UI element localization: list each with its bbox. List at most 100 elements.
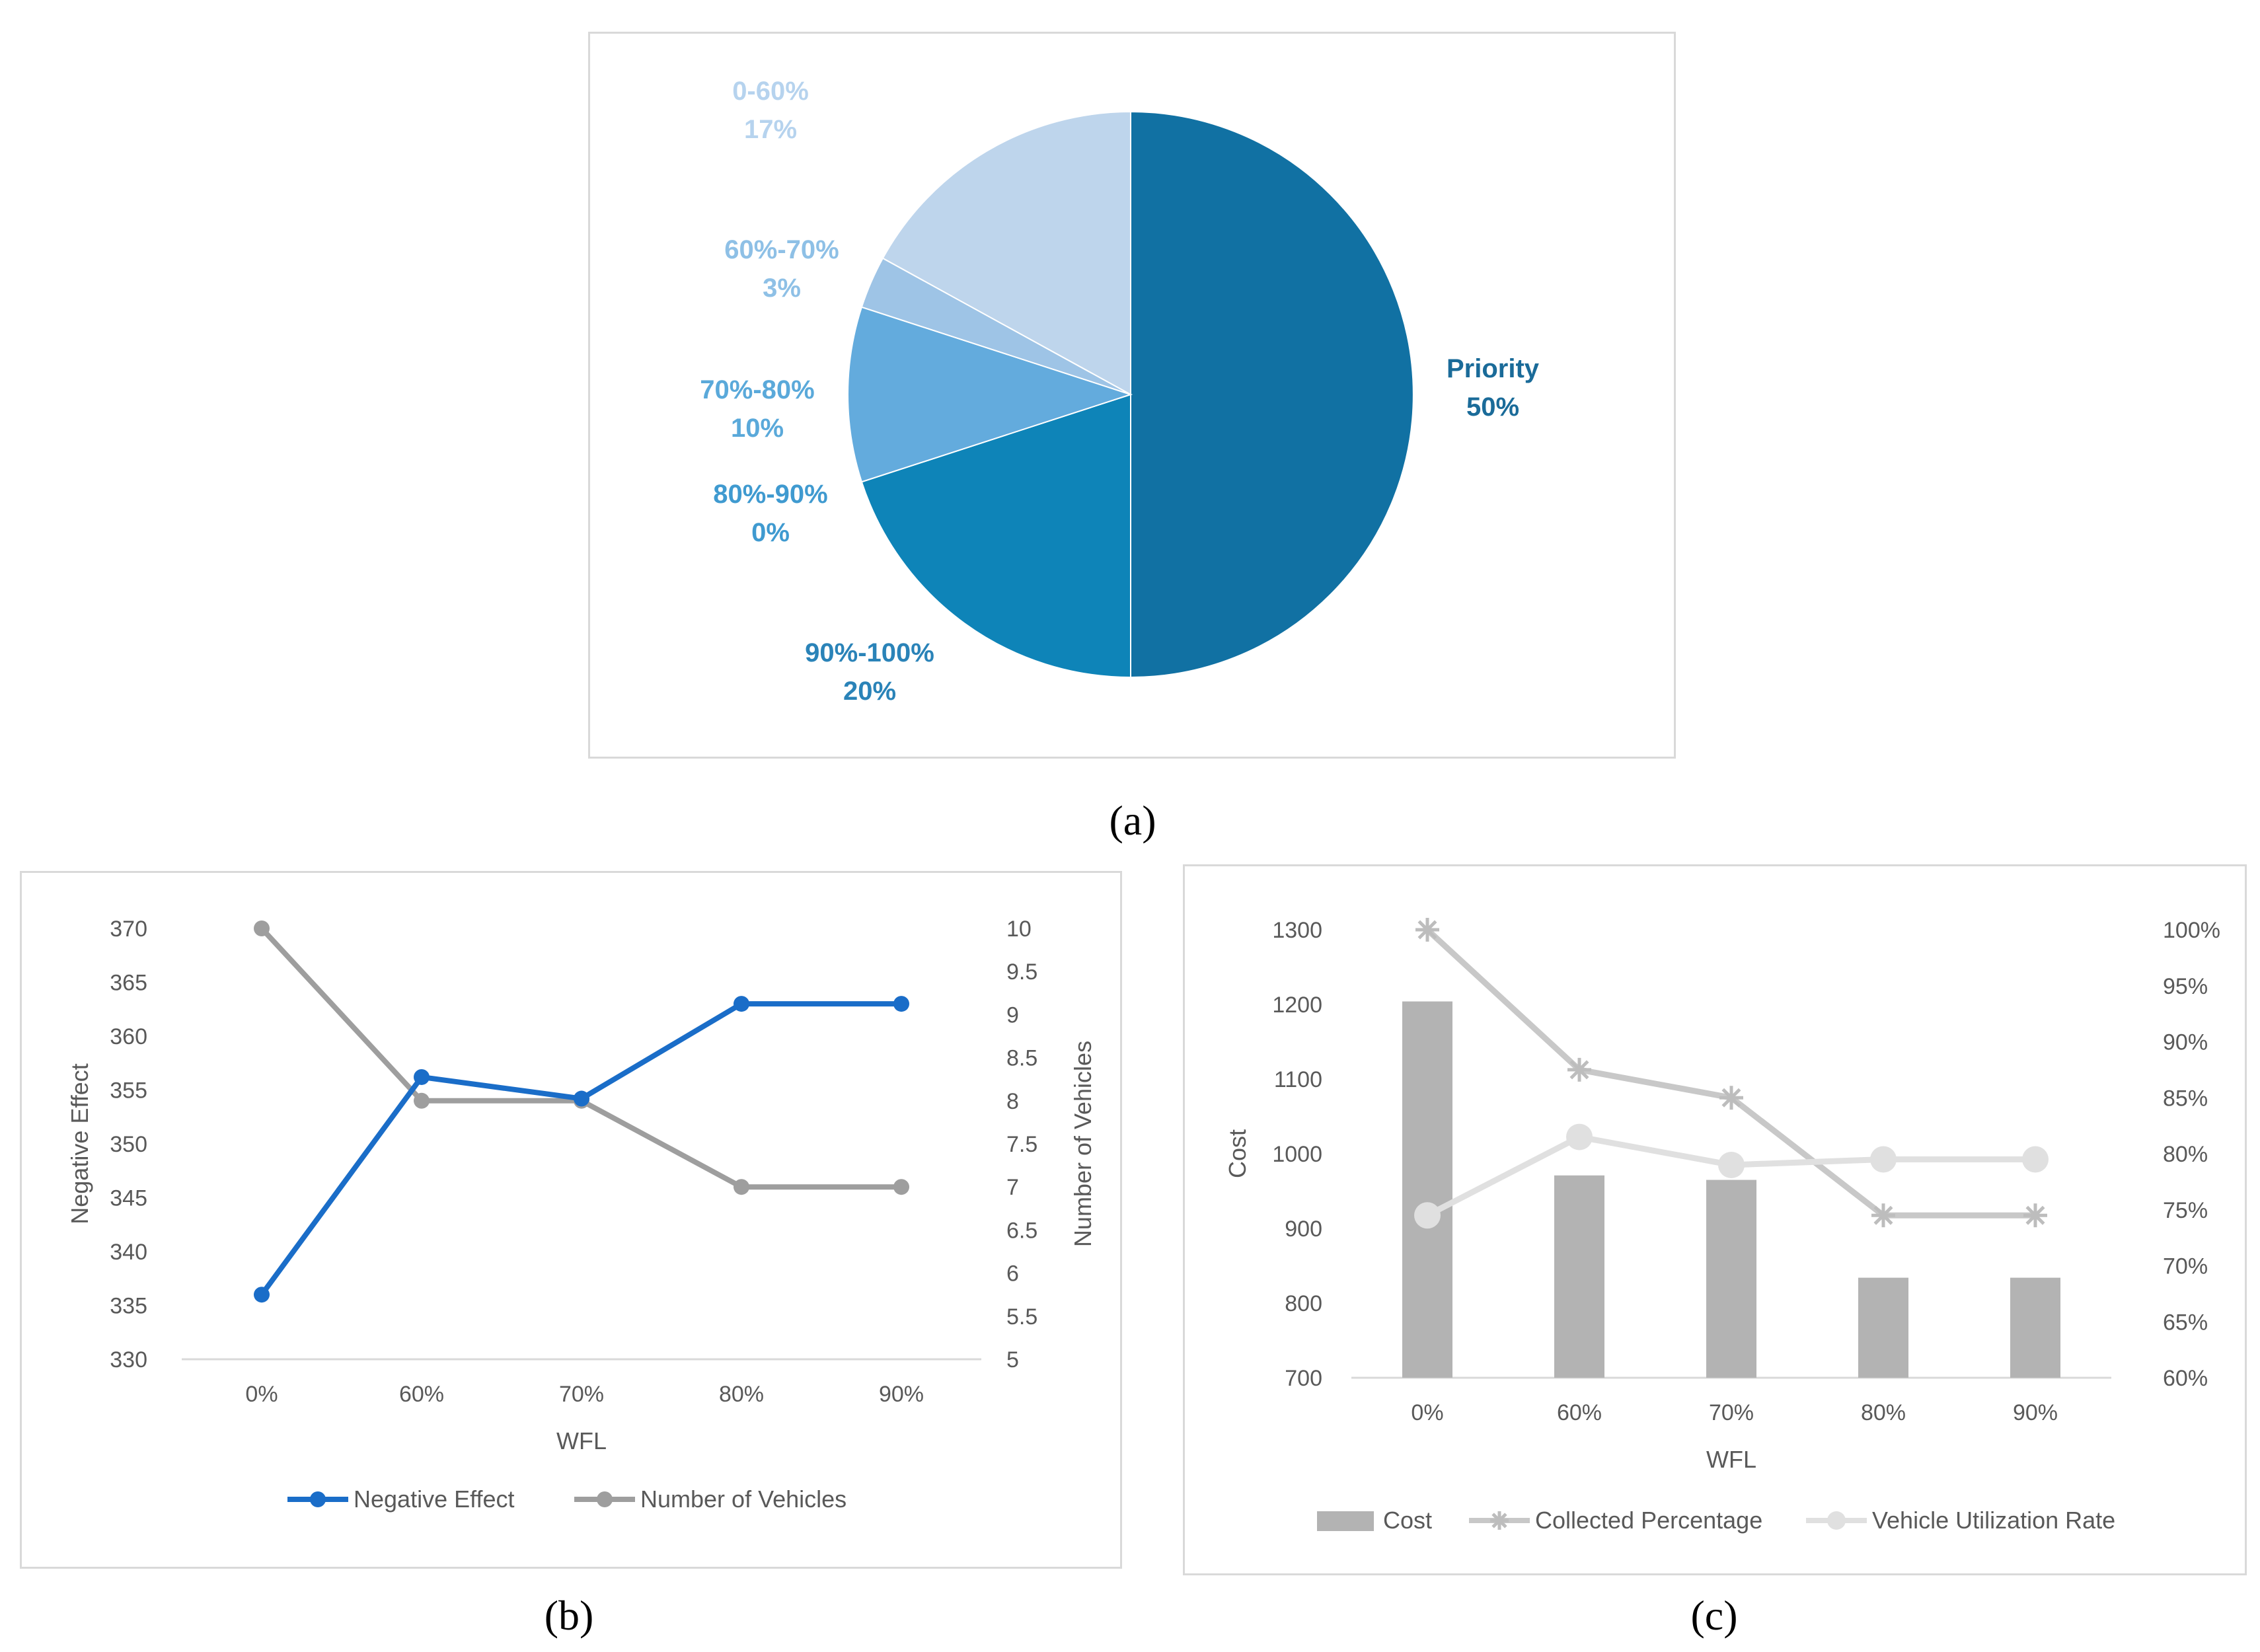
caption-a: (a) [1109, 797, 1156, 844]
data-point [414, 1069, 430, 1085]
y2-tick-label: 70% [2163, 1254, 2208, 1279]
y-tick-label: 340 [110, 1240, 147, 1265]
y-tick-label: 330 [110, 1347, 147, 1372]
slice-label: 0-60% [732, 77, 809, 106]
slice-value-label: 17% [744, 115, 797, 144]
y-tick-label: 370 [110, 917, 147, 942]
pie-chart: Priority 50% 90%-100% 20% 80%-90% 0% 70%-80% 10… [700, 77, 1540, 706]
y2-tick-label: 10 [1006, 917, 1032, 942]
y-tick-label: 350 [110, 1132, 147, 1157]
data-point [734, 1179, 749, 1195]
bar-line-chart-panel: 700 800 900 1000 1100 1200 1300 60% 65% 70% 75% 80%… [1183, 864, 2247, 1575]
x-tick-label: 80% [1861, 1400, 1906, 1425]
legend-label: Cost [1383, 1507, 1432, 1534]
legend-marker [310, 1491, 326, 1507]
y2-tick-label: 9.5 [1006, 959, 1037, 985]
y2-tick-label: 9 [1006, 1002, 1019, 1028]
y2-tick-label: 80% [2163, 1142, 2208, 1167]
y-axis-title: Cost [1224, 1129, 1251, 1178]
x-tick-label: 60% [1557, 1400, 1602, 1425]
legend-label: Number of Vehicles [640, 1485, 847, 1513]
legend-marker-star [1490, 1511, 1509, 1530]
data-point [254, 920, 270, 936]
pie-slice [882, 110, 1131, 396]
y2-tick-label: 6.5 [1006, 1218, 1037, 1243]
x-tick-label: 0% [1411, 1400, 1443, 1425]
y2-tick-label: 65% [2163, 1310, 2208, 1335]
slice-label: 60%-70% [724, 235, 839, 264]
y2-tick-label: 60% [2163, 1366, 2208, 1391]
x-tick-label: 70% [1709, 1400, 1754, 1425]
y2-tick-label: 8.5 [1006, 1046, 1037, 1071]
data-point-star [1567, 1057, 1591, 1082]
data-point [893, 996, 909, 1012]
slice-value-label: 10% [731, 414, 784, 443]
y-tick-label: 1100 [1274, 1067, 1322, 1092]
data-point-star [1719, 1086, 1743, 1110]
slice-value-label: 0% [751, 518, 790, 547]
data-point [893, 1179, 909, 1195]
y-tick-label: 1300 [1272, 918, 1322, 943]
data-point [414, 1092, 430, 1109]
slice-label: 90%-100% [805, 638, 934, 667]
x-tick-label: 90% [2013, 1400, 2058, 1425]
y-tick-label: 365 [110, 971, 147, 996]
pie-slice [847, 306, 1133, 483]
slice-value-label: 20% [843, 677, 896, 706]
x-tick-label: 90% [879, 1382, 924, 1407]
slice-label: 70%-80% [700, 375, 814, 404]
legend-label: Negative Effect [354, 1485, 514, 1513]
y-tick-label: 335 [110, 1294, 147, 1319]
y2-tick-label: 100% [2163, 918, 2220, 943]
caption-b: (b) [544, 1592, 594, 1639]
data-point-star [2023, 1203, 2047, 1228]
data-point [1414, 1202, 1441, 1229]
y2-axis-title: Number of Vehicles [1069, 1041, 1096, 1247]
y2-tick-label: 8 [1006, 1089, 1019, 1114]
legend-label: Collected Percentage [1535, 1507, 1762, 1534]
pie-slice [860, 393, 1131, 679]
slice-value-label: 3% [763, 274, 801, 303]
data-point [1566, 1123, 1593, 1150]
data-point [1718, 1151, 1745, 1178]
x-tick-label: 0% [245, 1382, 278, 1407]
caption-c: (c) [1690, 1592, 1738, 1639]
y-tick-label: 700 [1285, 1366, 1322, 1391]
x-axis-title: WFL [556, 1427, 607, 1454]
y-tick-label: 1000 [1272, 1142, 1322, 1167]
y2-tick-label: 5 [1006, 1347, 1019, 1372]
x-tick-label: 60% [399, 1382, 444, 1407]
data-point [734, 996, 749, 1012]
y2-tick-label: 5.5 [1006, 1304, 1037, 1330]
y-tick-label: 360 [110, 1024, 147, 1049]
slice-label: 80%-90% [713, 480, 827, 509]
series-line [259, 1001, 901, 1296]
data-point-star [1415, 918, 1439, 942]
y-tick-label: 800 [1285, 1291, 1322, 1316]
series-line [260, 926, 901, 1190]
data-point [1870, 1146, 1897, 1173]
y2-tick-label: 85% [2163, 1086, 2208, 1111]
legend-marker [1827, 1511, 1846, 1530]
cost-bar [1706, 1180, 1756, 1378]
x-tick-label: 80% [719, 1382, 764, 1407]
y-tick-label: 345 [110, 1186, 147, 1211]
legend-label: Vehicle Utilization Rate [1872, 1507, 2115, 1534]
data-point [254, 1287, 270, 1303]
slice-value-label: 50% [1466, 393, 1519, 422]
y2-tick-label: 6 [1006, 1261, 1019, 1287]
data-point [574, 1090, 589, 1107]
y2-tick-label: 75% [2163, 1198, 2208, 1223]
y2-tick-label: 7 [1006, 1175, 1019, 1200]
line-chart: 330 335 340 345 350 355 360 365 370 5 5.5 6 6.5 7 7.5 8… [66, 917, 1096, 1513]
line-chart-panel: 330 335 340 345 350 355 360 365 370 5 5.5 6 6.5 7 7.5 8… [20, 871, 1122, 1569]
pie-chart-panel: Priority 50% 90%-100% 20% 80%-90% 0% 70%-80% 10… [588, 32, 1676, 759]
y-axis-title: Negative Effect [66, 1063, 93, 1224]
y2-tick-label: 95% [2163, 974, 2208, 999]
y-tick-label: 355 [110, 1078, 147, 1104]
data-point [2022, 1146, 2049, 1173]
cost-bar [2010, 1277, 2060, 1378]
y2-tick-label: 90% [2163, 1030, 2208, 1055]
slice-label: Priority [1447, 354, 1540, 383]
cost-bar [1402, 1001, 1452, 1378]
